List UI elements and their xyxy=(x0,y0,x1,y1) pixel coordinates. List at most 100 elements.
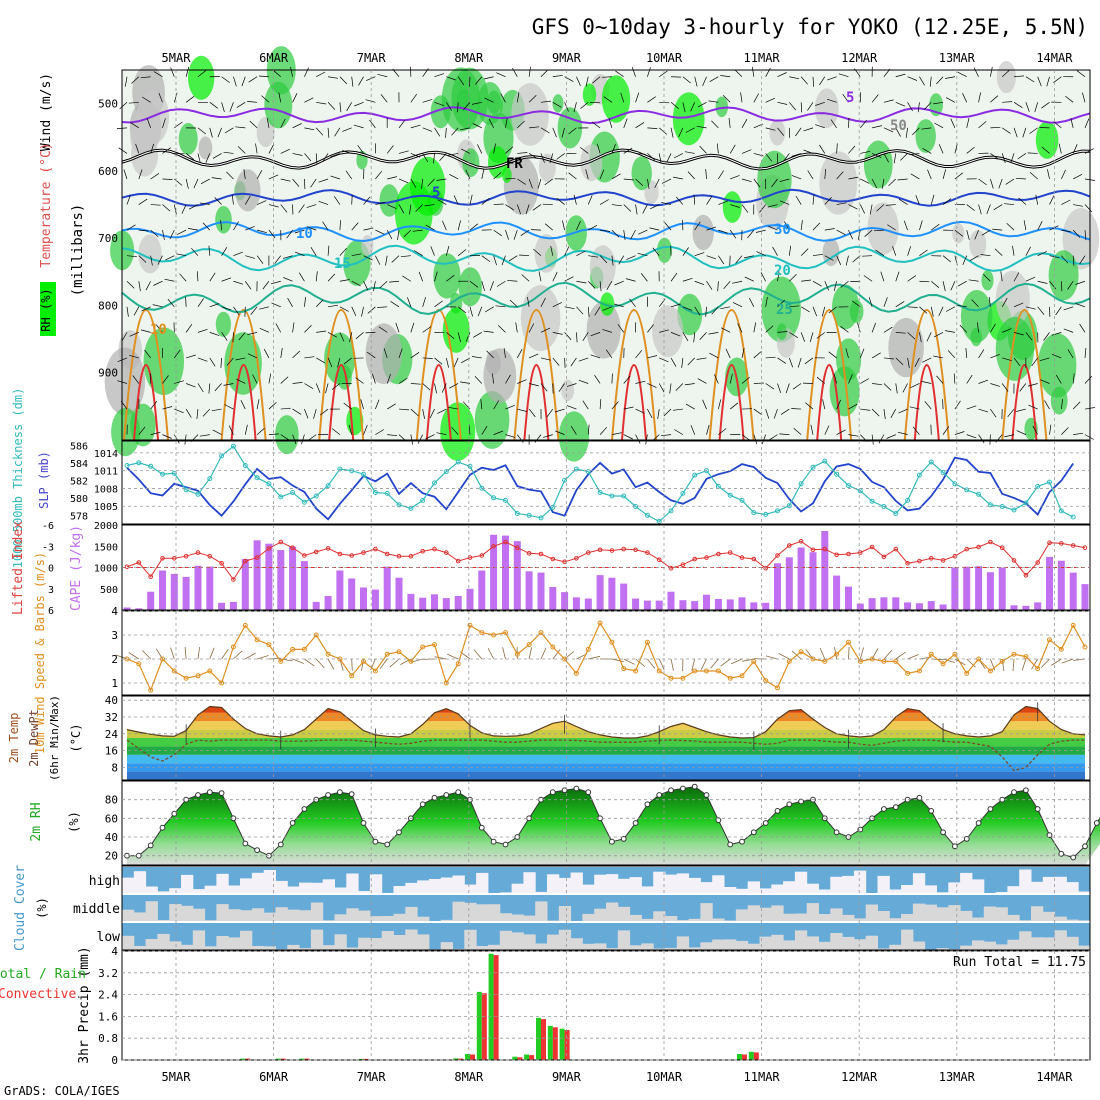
wind-barb xyxy=(859,348,865,359)
wind-barb xyxy=(573,102,577,113)
wind-barb-10m xyxy=(528,647,532,660)
rh-marker xyxy=(609,838,615,845)
wind-barb xyxy=(1000,271,1003,282)
wind-barb xyxy=(990,408,997,418)
rh-shading xyxy=(410,156,446,216)
wind-barb xyxy=(990,323,996,333)
wind-barb xyxy=(623,147,633,154)
wind-barb xyxy=(287,297,293,307)
wind-barb xyxy=(417,434,423,444)
wind-barb xyxy=(422,127,433,132)
wind-barb-10m xyxy=(1031,658,1039,670)
wind-barb xyxy=(421,178,424,189)
cloud-cell xyxy=(1078,891,1091,894)
wind-barb xyxy=(637,252,648,257)
wind-barb xyxy=(202,222,211,231)
wind-barb xyxy=(469,280,479,288)
wind-barb xyxy=(807,170,814,180)
wind-barb xyxy=(481,197,490,205)
wind-barb xyxy=(1004,434,1015,438)
wind-barb xyxy=(212,429,222,435)
wind-barb xyxy=(118,147,128,154)
rh-marker xyxy=(632,820,639,826)
wind-barb-10m xyxy=(128,652,140,660)
wind-barb xyxy=(153,280,163,286)
date-label-top: 12MAR xyxy=(841,51,878,65)
wind-barb xyxy=(525,204,530,215)
wind-barb-10m xyxy=(883,649,893,660)
wind-barb xyxy=(647,67,651,77)
cloud-cell xyxy=(983,941,997,950)
wind-barb-10m xyxy=(389,658,400,668)
wind-barb xyxy=(812,222,821,231)
wind-barb xyxy=(623,434,633,440)
wind-barb xyxy=(369,119,376,129)
wind-barb xyxy=(741,149,752,154)
cloud-cell xyxy=(535,901,548,922)
thickness-marker xyxy=(195,491,201,497)
wind-barb xyxy=(185,323,193,333)
precip-convective-bar xyxy=(493,955,499,1060)
rh-shading xyxy=(715,96,728,118)
wind-speed-marker xyxy=(881,658,887,664)
cloud-cell xyxy=(865,904,878,922)
cloud-cell xyxy=(818,941,831,950)
lifted-index-marker xyxy=(716,551,721,557)
wind-barb xyxy=(1073,432,1084,435)
cloud-cell xyxy=(747,905,760,922)
wind-barb xyxy=(471,101,482,105)
wind-barb xyxy=(235,357,246,361)
cloud-cell xyxy=(676,936,690,950)
wind-barb xyxy=(777,72,787,78)
cloud-cell xyxy=(499,913,513,922)
wind-barb xyxy=(480,399,483,410)
wind-speed-marker xyxy=(242,622,248,628)
lifted-index-marker xyxy=(846,551,851,557)
wind-barb xyxy=(824,196,832,205)
wind-barb xyxy=(304,408,309,419)
wind-barb xyxy=(351,222,359,231)
cloud-cell xyxy=(901,885,914,894)
lifted-index-marker xyxy=(432,546,437,552)
wind-barb xyxy=(484,306,494,313)
cloud-cell xyxy=(783,940,796,950)
rh-marker xyxy=(762,820,769,826)
thickness-marker xyxy=(242,463,248,468)
wind-barb xyxy=(174,434,180,444)
li-tick: 6 xyxy=(48,606,54,617)
wind-barb xyxy=(135,143,140,154)
wind-barb xyxy=(453,357,459,368)
wind-barb xyxy=(298,204,305,213)
wind-barb xyxy=(983,273,991,282)
rh-marker xyxy=(1046,832,1053,838)
rh-marker xyxy=(573,785,580,792)
wind-barb xyxy=(1002,328,1012,333)
cloud-axis-label: Cloud Cover xyxy=(13,865,28,951)
wind-speed-marker xyxy=(893,658,899,664)
wind-barb xyxy=(471,356,482,359)
wind-barb xyxy=(883,153,889,163)
wind-barb xyxy=(170,67,175,77)
wind-barb xyxy=(564,332,572,341)
wind-barb xyxy=(962,255,968,266)
cloud-cell xyxy=(842,875,855,894)
wind-speed-marker xyxy=(609,639,615,645)
wind-barb xyxy=(460,127,471,131)
wind-speed-marker xyxy=(195,673,201,679)
wind-barb xyxy=(292,93,298,103)
wind-barb xyxy=(897,178,908,181)
wind-barb xyxy=(605,349,613,359)
lifted-index-marker xyxy=(384,551,390,557)
cloud-cell xyxy=(594,943,607,950)
wind-barb xyxy=(387,176,397,180)
wind-barb xyxy=(354,101,364,107)
wind-barb xyxy=(422,357,433,359)
wind-barb xyxy=(954,400,961,410)
thickness-marker xyxy=(443,469,449,475)
thickness-marker xyxy=(550,504,556,510)
wind-barb xyxy=(126,280,135,289)
wind-barb xyxy=(833,373,837,384)
thickness-marker xyxy=(230,443,236,449)
precip-total-bar xyxy=(559,1028,565,1060)
date-label-bottom: 9MAR xyxy=(552,1070,582,1084)
